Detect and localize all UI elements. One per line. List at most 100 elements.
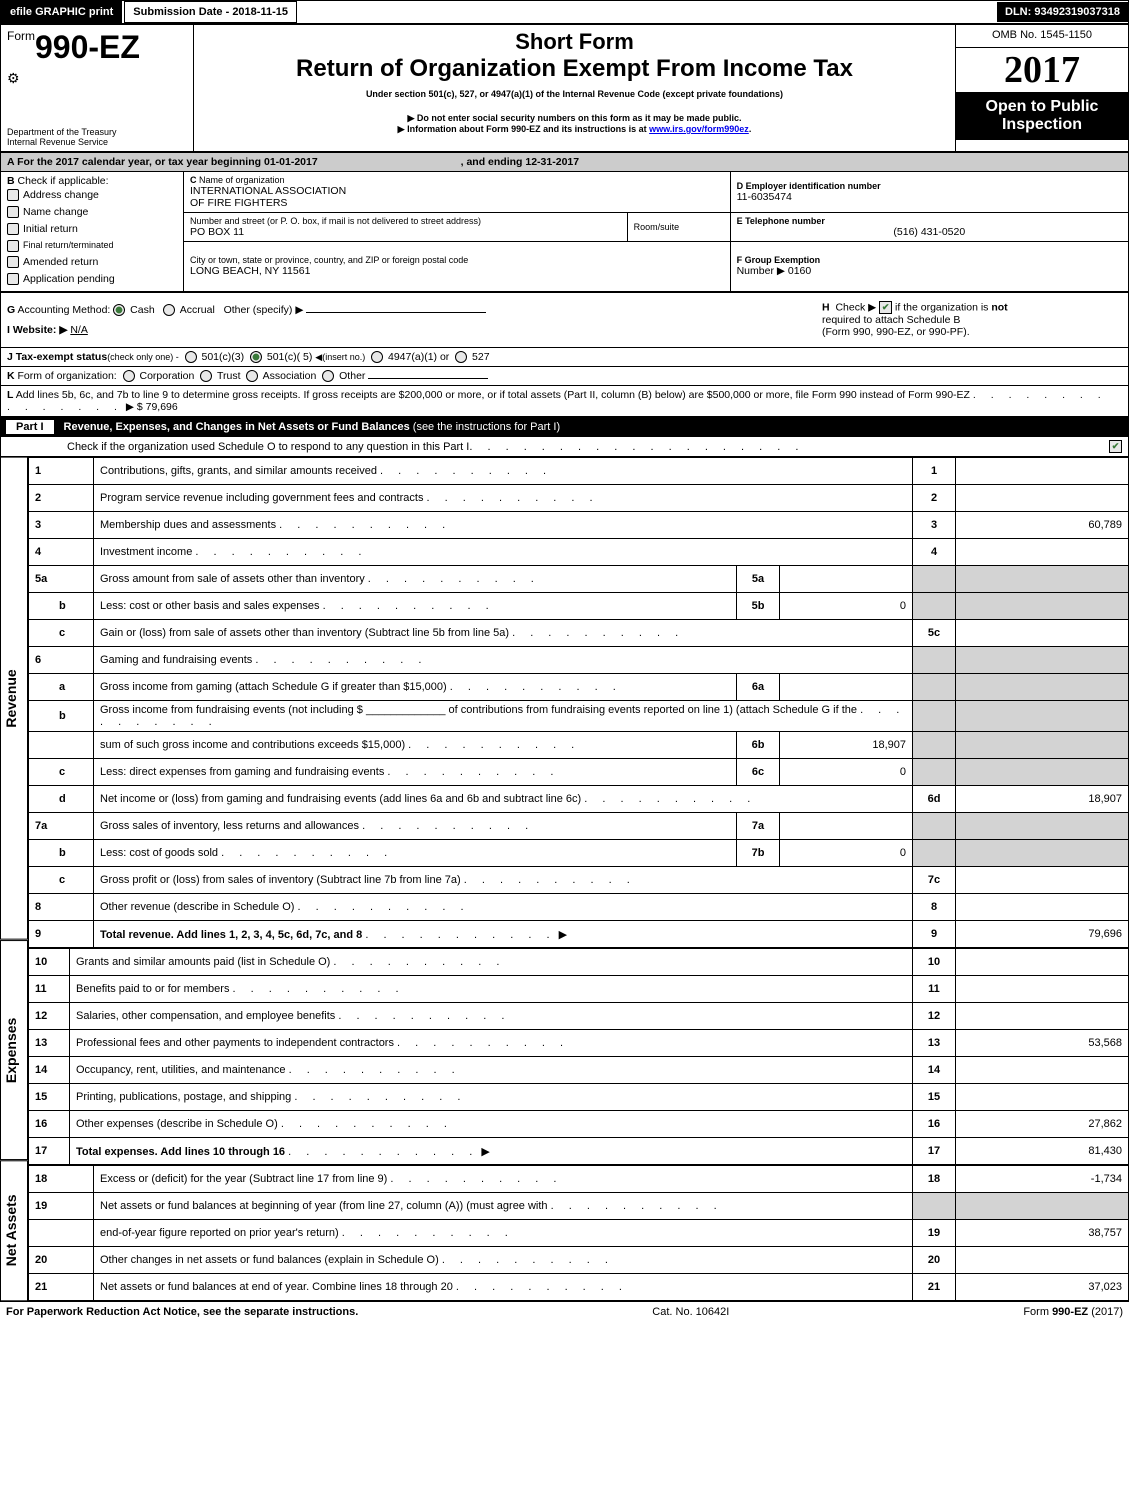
dots-icon: . . . . . . . . . . . . . . . . . . . <box>469 441 804 453</box>
501c3-label: 501(c)(3) <box>201 351 244 363</box>
mid-amount <box>780 566 913 593</box>
line-ref: 11 <box>913 976 956 1003</box>
shaded-cell <box>913 759 956 786</box>
instructions-link[interactable]: www.irs.gov/form990ez <box>649 124 749 134</box>
tax-year-begin: 01-01-2017 <box>264 156 318 168</box>
line-ref: 7c <box>913 867 956 894</box>
line-number: a <box>29 674 94 701</box>
line-description: Total revenue. Add lines 1, 2, 3, 4, 5c,… <box>94 921 913 948</box>
assoc-label: Association <box>263 370 317 382</box>
501c3-radio[interactable] <box>185 351 197 363</box>
corp-label: Corporation <box>140 370 195 382</box>
amended-return-label: Amended return <box>23 256 98 268</box>
table-row: 11Benefits paid to or for members . . . … <box>29 976 1129 1003</box>
telephone-value: (516) 431-0520 <box>737 226 1122 238</box>
line-a-text-prefix: For the 2017 calendar year, or tax year … <box>17 156 264 168</box>
address-change-checkbox[interactable] <box>7 189 19 201</box>
accrual-radio[interactable] <box>163 304 175 316</box>
line-j-label: J Tax-exempt status <box>7 351 107 363</box>
501c-radio[interactable] <box>250 351 262 363</box>
info-note-suffix: . <box>749 124 752 134</box>
schedule-o-checkbox[interactable] <box>1109 440 1122 453</box>
line-description: Gross profit or (loss) from sales of inv… <box>94 867 913 894</box>
line-e-label: E Telephone number <box>737 216 1122 226</box>
527-radio[interactable] <box>455 351 467 363</box>
final-return-checkbox[interactable] <box>7 240 19 252</box>
amended-return-checkbox[interactable] <box>7 256 19 268</box>
line-description: Grants and similar amounts paid (list in… <box>70 949 913 976</box>
line-number: 10 <box>29 949 70 976</box>
other-org-input[interactable] <box>368 378 488 379</box>
line-ref: 14 <box>913 1057 956 1084</box>
part1-title-text: Revenue, Expenses, and Changes in Net As… <box>64 421 410 433</box>
527-label: 527 <box>472 351 490 363</box>
other-org-radio[interactable] <box>322 370 334 382</box>
efile-print-button[interactable]: efile GRAPHIC print <box>1 1 122 23</box>
line-number <box>29 1220 94 1247</box>
table-row: 3Membership dues and assessments . . . .… <box>29 512 1129 539</box>
line-number: 6 <box>29 647 94 674</box>
omb-number: OMB No. 1545-1150 <box>956 25 1129 48</box>
form-ref-suffix: (2017) <box>1088 1306 1123 1318</box>
application-pending-label: Application pending <box>23 273 115 285</box>
line-f-label: F Group Exemption <box>737 255 821 265</box>
table-row: 13Professional fees and other payments t… <box>29 1030 1129 1057</box>
shaded-cell <box>956 647 1129 674</box>
line-l-amount: ▶ $ 79,696 <box>126 401 178 413</box>
shaded-cell <box>913 701 956 732</box>
revenue-lines-table: 1Contributions, gifts, grants, and simil… <box>28 457 1129 948</box>
schedule-b-checkbox[interactable] <box>879 301 892 314</box>
line-amount: 53,568 <box>956 1030 1129 1057</box>
table-row: 14Occupancy, rent, utilities, and mainte… <box>29 1057 1129 1084</box>
table-row: end-of-year figure reported on prior yea… <box>29 1220 1129 1247</box>
line-description: Contributions, gifts, grants, and simila… <box>94 458 913 485</box>
trust-radio[interactable] <box>200 370 212 382</box>
expenses-vtab: Expenses <box>0 940 28 1160</box>
other-org-label: Other <box>339 370 365 382</box>
table-row: aGross income from gaming (attach Schedu… <box>29 674 1129 701</box>
line-b-text: Check if applicable: <box>18 175 109 187</box>
name-change-checkbox[interactable] <box>7 206 19 218</box>
line-description: Benefits paid to or for members . . . . … <box>70 976 913 1003</box>
line-number: c <box>29 620 94 647</box>
revenue-vtab: Revenue <box>0 457 28 940</box>
other-method-input[interactable] <box>306 312 486 313</box>
application-pending-checkbox[interactable] <box>7 273 19 285</box>
line-amount <box>956 485 1129 512</box>
line-number: 7a <box>29 813 94 840</box>
table-row: 9Total revenue. Add lines 1, 2, 3, 4, 5c… <box>29 921 1129 948</box>
line-h-l3: (Form 990, 990-EZ, or 990-PF). <box>822 326 1122 338</box>
line-number: c <box>29 867 94 894</box>
line-description: Gross amount from sale of assets other t… <box>94 566 737 593</box>
line-number: 19 <box>29 1193 94 1220</box>
4947-radio[interactable] <box>371 351 383 363</box>
line-amount: 18,907 <box>956 786 1129 813</box>
line-amount <box>956 1247 1129 1274</box>
table-row: bLess: cost of goods sold . . . . . . . … <box>29 840 1129 867</box>
line-description: Occupancy, rent, utilities, and maintena… <box>70 1057 913 1084</box>
cash-radio[interactable] <box>113 304 125 316</box>
paperwork-notice: For Paperwork Reduction Act Notice, see … <box>6 1306 358 1318</box>
corp-radio[interactable] <box>123 370 135 382</box>
table-row: 18Excess or (deficit) for the year (Subt… <box>29 1166 1129 1193</box>
line-c-label: C <box>190 175 197 185</box>
line-a-label: A <box>7 156 14 168</box>
shaded-cell <box>913 840 956 867</box>
assoc-radio[interactable] <box>246 370 258 382</box>
check-if-applicable-list: Address change Name change Initial retur… <box>7 187 177 288</box>
line-amount <box>956 1003 1129 1030</box>
shaded-cell <box>913 566 956 593</box>
street-address: PO BOX 11 <box>190 226 621 238</box>
part1-title: Revenue, Expenses, and Changes in Net As… <box>64 421 561 433</box>
line-g-text: Accounting Method: <box>18 304 111 316</box>
mid-amount <box>780 813 913 840</box>
part1-header: Part I Revenue, Expenses, and Changes in… <box>0 417 1129 437</box>
table-row: cGross profit or (loss) from sales of in… <box>29 867 1129 894</box>
initial-return-checkbox[interactable] <box>7 223 19 235</box>
line-amount: 81,430 <box>956 1138 1129 1165</box>
line-number: b <box>29 701 94 732</box>
name-change-label: Name change <box>23 206 88 218</box>
line-description: Salaries, other compensation, and employ… <box>70 1003 913 1030</box>
line-b-label: B <box>7 175 15 187</box>
subtitle: Under section 501(c), 527, or 4947(a)(1)… <box>200 89 949 99</box>
